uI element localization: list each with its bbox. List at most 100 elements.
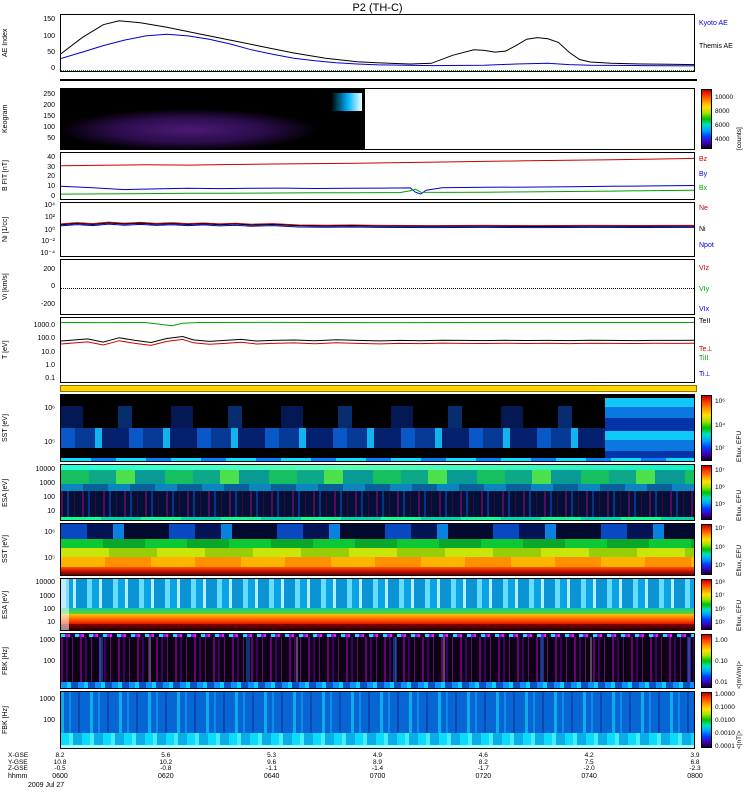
- spectrogram-texture-b4: [61, 457, 694, 461]
- panel-fbkb: FBK [Hz] 1000 100 1.0000 0.1000 0.0100 0.0010 0…: [0, 691, 750, 750]
- keogram-bright-feature: [331, 92, 362, 111]
- colorbar-keo: [701, 89, 712, 149]
- spectrogram-texture-b3: [605, 397, 694, 459]
- y-axis-bfit: B FIT [nT] 40 30 20 10 0: [0, 152, 58, 200]
- y-axis-ni: Ni [1/cc] 10⁴ 10² 10⁰ 10⁻² 10⁻⁴: [0, 202, 58, 258]
- footer-row-label: Y-GSE: [8, 758, 28, 766]
- colorbar-tick-0-1000: 0.1000: [715, 704, 735, 712]
- colorbar-tick-0-0100: 0.0100: [715, 717, 735, 724]
- footer-row-y-gse: Y-GSE 10.8 10.2 9.6 8.9 8.2 7.5 6.8: [0, 759, 750, 766]
- y-axis-temp: T [eV] 1000.0 100.0 10.0 1.0 0.1: [0, 317, 58, 383]
- y-axis-esae: ESA [eV] 10000 1000 100 10: [0, 578, 58, 631]
- footer-value: -1.7: [477, 765, 489, 772]
- plot-area-bfit: [60, 152, 695, 200]
- colorbar-tick-10: 10⁸: [715, 579, 725, 587]
- series-kyoto-ae: [61, 33, 694, 67]
- y-tick-10: 10⁵: [44, 555, 55, 563]
- y-axis-keo: Keogram 250 200 150 100 50: [0, 88, 58, 150]
- colorbar-tick-10: 10⁷: [715, 466, 725, 474]
- plot-area-esai: [60, 464, 695, 521]
- time-tick-label: 0640: [263, 772, 280, 780]
- spectrogram-texture-b2: [61, 469, 694, 484]
- y-tick-1000: 1000: [39, 637, 55, 645]
- spectrogram-texture-b3: [61, 745, 694, 748]
- horizontal-separator: [60, 79, 697, 81]
- time-axis-footer: X-GSE 8.2 5.6 5.3 4.9 4.6 4.2 3.9 Y-GSE 10.8 10.2 9…: [0, 752, 750, 800]
- colorbar-unit-keo: [counts]: [736, 127, 743, 150]
- axis-label-fbke: FBK [Hz]: [2, 647, 9, 676]
- y-axis-sste: SST [eV] 10⁶ 10⁵: [0, 523, 58, 576]
- spectrogram-texture-b3: [61, 483, 694, 491]
- time-tick-label: 0740: [581, 772, 597, 780]
- colorbar-tick-0-10: 0.10: [715, 658, 728, 665]
- colorbar-unit-esai: Eflux, EFU: [736, 489, 743, 521]
- colorbar-tick-10000: 10000: [715, 93, 734, 101]
- series-ni: [61, 222, 694, 228]
- plot-area-fbkb: [60, 691, 695, 749]
- line-plot-ni: [61, 221, 694, 229]
- footer-value: -2.0: [583, 765, 595, 772]
- spectrogram-texture-b5: [61, 516, 694, 520]
- spectrogram-texture-b1: [61, 579, 694, 608]
- y-tick-200: -200: [40, 300, 55, 308]
- y-tick-10: 10⁰: [44, 226, 55, 234]
- colorbar-esae: [701, 579, 712, 630]
- colorbar-tick-10: 10⁶: [715, 543, 725, 551]
- time-tick-label: 0800: [687, 772, 703, 780]
- axis-label-vi: Vi [km/s]: [2, 273, 9, 301]
- y-tick-40: 40: [47, 153, 55, 161]
- spectrogram-texture-b3: [61, 681, 694, 688]
- y-tick-1000: 1000: [39, 479, 55, 487]
- y-tick-10: 10⁶: [44, 528, 55, 536]
- y-tick-10: 10⁶: [44, 404, 55, 412]
- date-label: 2009 Jul 27: [28, 781, 65, 789]
- spectrogram-texture-b5: [61, 567, 694, 575]
- footer-value: -0.8: [160, 765, 172, 772]
- y-tick-200: 200: [43, 101, 55, 109]
- colorbar-tick-10: 10⁶: [715, 605, 725, 613]
- series-bz: [61, 157, 694, 167]
- y-tick-10000: 10000: [35, 579, 55, 587]
- panel-esae: ESA [eV] 10000 1000 100 10 10⁸ 10⁷ 10⁶ 10⁵ Eflux,…: [0, 578, 750, 631]
- y-tick-10-0: 10.0: [41, 348, 55, 356]
- trace-label-ni: Ni: [699, 226, 706, 234]
- trace-label-viy: VIy: [699, 285, 710, 293]
- spectrogram-texture-b3: [61, 614, 694, 624]
- footer-row-label: Z-GSE: [8, 765, 28, 772]
- y-axis-vi: Vi [km/s] 200 0 -200: [0, 259, 58, 315]
- panel-ae: AE Index 150 100 50 0 Kyoto AE Themis AE: [0, 14, 750, 72]
- spectrogram-texture-b2: [61, 607, 694, 615]
- colorbar-unit-ssti: Eflux, EFU: [736, 430, 743, 462]
- plot-area-keo: [60, 88, 695, 150]
- trace-label-by: By: [699, 171, 708, 179]
- spectrogram-texture-b1: [61, 634, 694, 688]
- colorbar-tick-0-0001: 0.0001: [715, 742, 735, 750]
- y-tick-20: 20: [47, 173, 55, 181]
- footer-value: 5.6: [161, 752, 171, 759]
- page-title: P2 (TH-C): [352, 2, 403, 14]
- footer-value: 4.6: [478, 752, 488, 759]
- y-tick-100: 100: [43, 32, 55, 40]
- trace-label-themis-ae: Themis AE: [699, 43, 733, 50]
- trace-label-ne: Ne: [699, 205, 708, 213]
- y-tick-10: 10²: [44, 213, 55, 221]
- series-te: [61, 338, 694, 346]
- spectrogram-texture-b4: [61, 634, 694, 637]
- spectrogram-texture-b2: [61, 733, 694, 748]
- y-tick-1000-0: 1000.0: [33, 322, 55, 330]
- spectrogram-texture-b4: [61, 623, 694, 630]
- colorbar-unit-sste: Eflux, EFU: [736, 544, 743, 576]
- y-tick-0-1: 0.1: [45, 375, 55, 383]
- y-tick-100-0: 100.0: [37, 335, 55, 343]
- trace-label-vix: VIx: [699, 306, 710, 314]
- colorbar-tick-4000: 4000: [715, 136, 730, 144]
- trace-label-ti: Ti⊥: [699, 370, 711, 378]
- y-tick-10: 10: [47, 508, 55, 516]
- footer-value: 8.9: [372, 758, 383, 766]
- plot-area-temp: [60, 317, 695, 383]
- y-tick-1000: 1000: [39, 592, 55, 600]
- plot-area-sste: [60, 523, 695, 576]
- y-axis-ae: AE Index 150 100 50 0: [0, 14, 58, 72]
- panel-vi: Vi [km/s] 200 0 -200 VIz VIy VIx: [0, 259, 750, 315]
- trace-label-te: Te⊥: [699, 345, 713, 353]
